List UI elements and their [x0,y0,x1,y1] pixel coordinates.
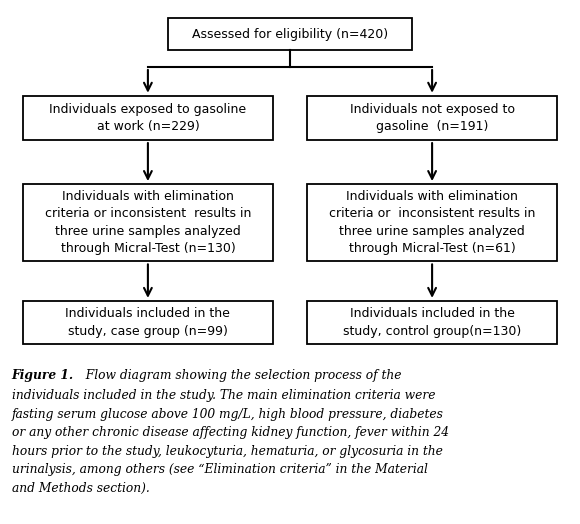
Text: Individuals included in the
study, control group(n=130): Individuals included in the study, contr… [343,307,521,337]
Text: Individuals with elimination
criteria or inconsistent  results in
three urine sa: Individuals with elimination criteria or… [45,190,251,256]
FancyBboxPatch shape [307,184,557,261]
Text: Figure 1.: Figure 1. [12,369,74,383]
FancyBboxPatch shape [23,95,273,140]
FancyBboxPatch shape [307,301,557,344]
Text: Assessed for eligibility (n=420): Assessed for eligibility (n=420) [192,28,388,40]
Text: Individuals not exposed to
gasoline  (n=191): Individuals not exposed to gasoline (n=1… [350,103,514,133]
Text: Individuals included in the
study, case group (n=99): Individuals included in the study, case … [66,307,230,337]
FancyBboxPatch shape [307,95,557,140]
FancyBboxPatch shape [23,301,273,344]
Text: Flow diagram showing the selection process of the: Flow diagram showing the selection proce… [78,369,402,383]
FancyBboxPatch shape [23,184,273,261]
FancyBboxPatch shape [168,18,412,50]
Text: individuals included in the study. The main elimination criteria were
fasting se: individuals included in the study. The m… [12,389,448,495]
Text: Individuals with elimination
criteria or  inconsistent results in
three urine sa: Individuals with elimination criteria or… [329,190,535,256]
Text: Individuals exposed to gasoline
at work (n=229): Individuals exposed to gasoline at work … [49,103,246,133]
